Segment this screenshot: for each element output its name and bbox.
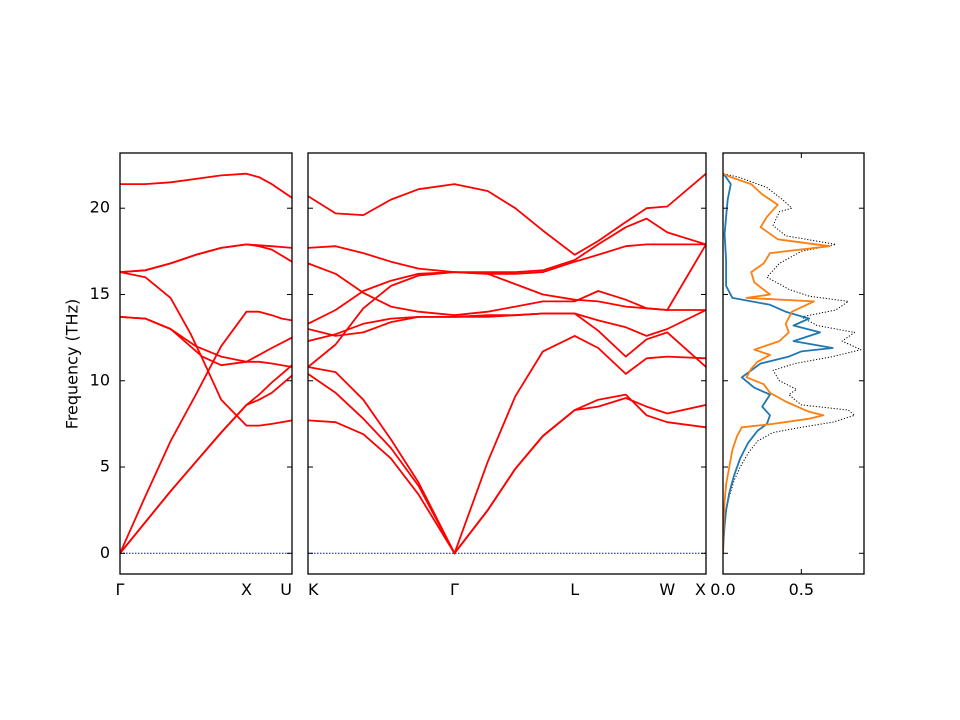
band-line-8 [308, 243, 706, 317]
band-line-9 [308, 217, 706, 273]
band-line-1 [120, 364, 292, 554]
band-line-6 [308, 309, 706, 337]
x-tick-label: X [241, 580, 252, 599]
band-line-1 [308, 397, 706, 555]
band-line-2 [308, 373, 706, 555]
dos-a-curve [723, 173, 834, 554]
x-tick-label: Γ [116, 580, 125, 599]
axes-frame [307, 152, 707, 575]
band-line-10 [308, 173, 706, 256]
band-line-8 [120, 243, 292, 273]
x-tick-label: X [695, 580, 706, 599]
axes-frame [722, 152, 865, 575]
band-line-9 [120, 172, 292, 199]
x-tick-label: 0.0 [710, 580, 735, 599]
band-line-7 [308, 243, 706, 325]
x-tick-label: K [308, 580, 319, 599]
band-line-5 [120, 316, 292, 368]
y-axis-label: Frequency (THz) [63, 299, 82, 429]
y-tick-label: 10 [90, 370, 110, 389]
x-tick-label: W [659, 580, 675, 599]
band-panel-gamma-x-u: 0 5 10 15 20 Γ X U [90, 152, 293, 599]
axes-frame [119, 152, 293, 575]
dos-b-curve [723, 172, 831, 554]
y-tick-label: 5 [100, 457, 110, 476]
band-line-4 [120, 271, 292, 427]
y-tick-label: 15 [90, 284, 110, 303]
dos-panel: 0.0 0.5 [710, 152, 865, 599]
x-tick-label: 0.5 [789, 580, 814, 599]
y-tick-label: 20 [90, 198, 110, 217]
plot-area [120, 172, 292, 554]
x-tick-label: Γ [450, 580, 459, 599]
x-tick-label: L [570, 580, 579, 599]
dos-total-curve [723, 173, 862, 554]
band-line-3 [120, 310, 292, 554]
band-line-3 [308, 335, 706, 555]
band-line-2 [120, 374, 292, 554]
plot-area [308, 173, 706, 555]
y-tick-label: 0 [100, 543, 110, 562]
band-line-6 [120, 316, 292, 367]
x-tick-label: U [280, 580, 292, 599]
plot-area [723, 172, 862, 554]
band-line-4 [308, 271, 706, 368]
